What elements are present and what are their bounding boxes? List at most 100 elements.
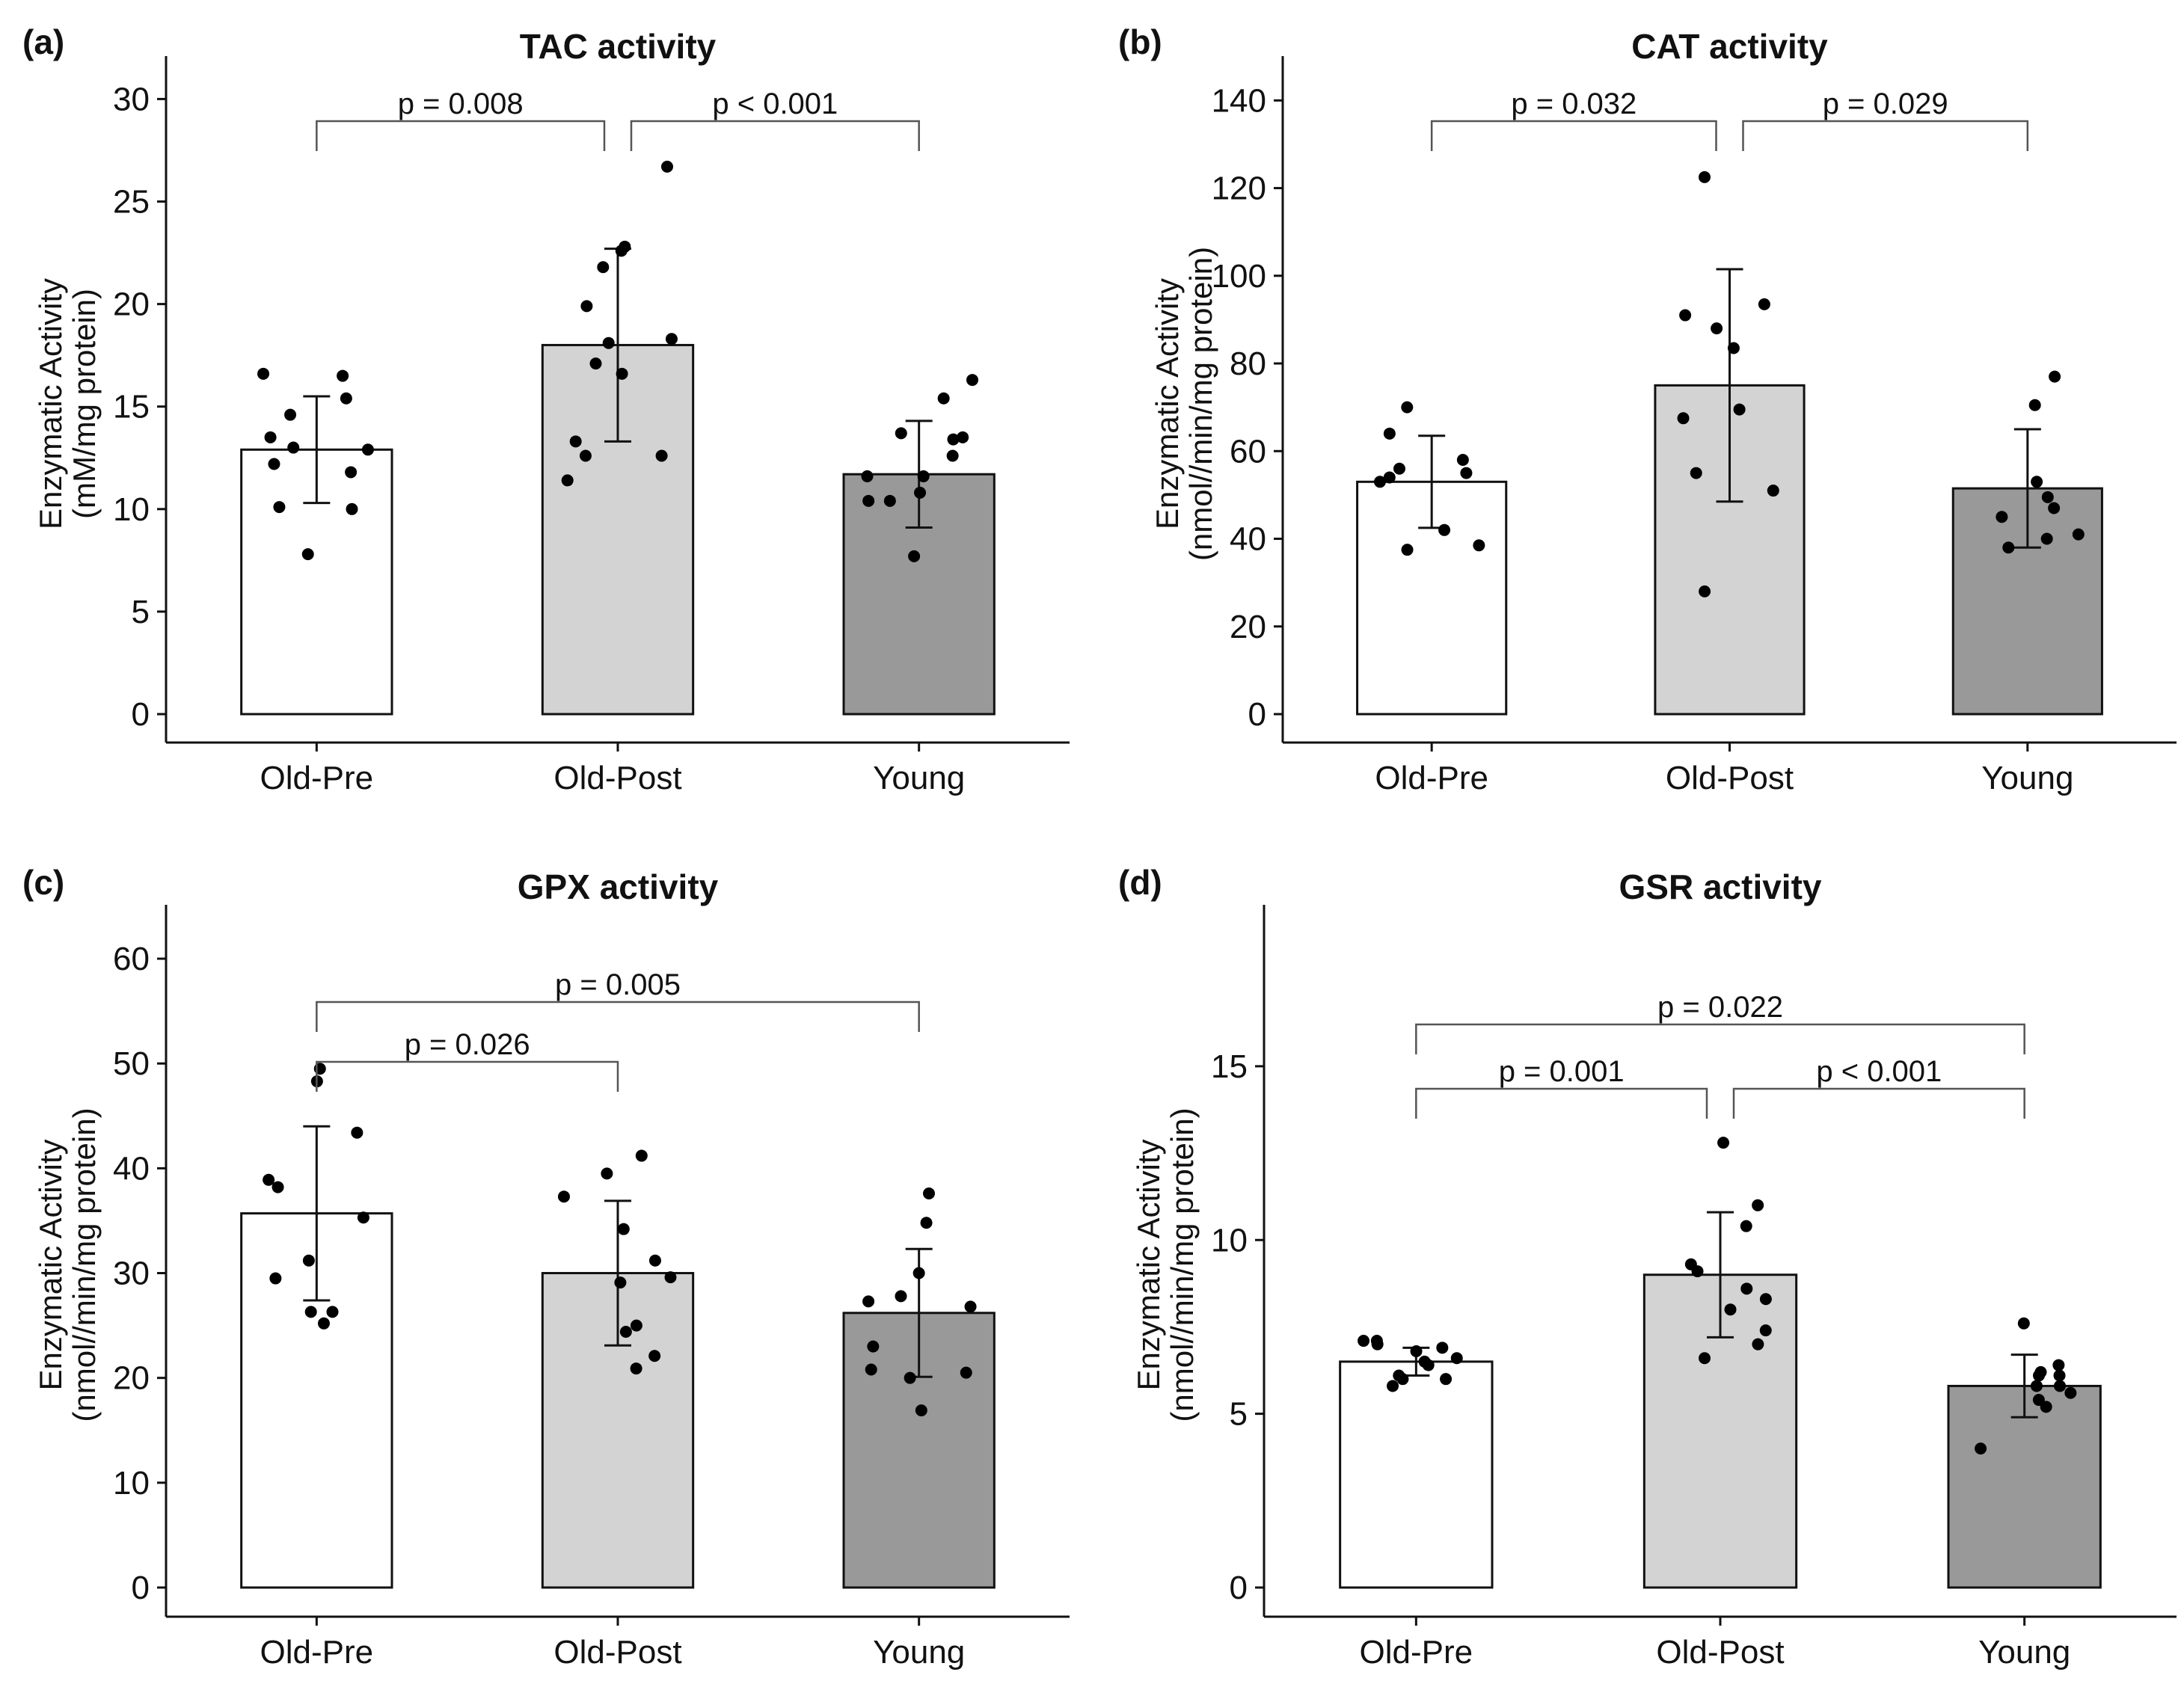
data-point — [2049, 370, 2061, 383]
data-point — [1370, 1335, 1383, 1347]
data-point — [284, 408, 297, 421]
data-point — [908, 550, 921, 562]
data-point — [862, 494, 875, 507]
data-point — [1450, 1352, 1463, 1365]
data-point — [1383, 427, 1396, 440]
data-point — [1436, 1342, 1449, 1354]
significance-bracket — [630, 120, 920, 151]
y-tick-label: 15 — [113, 389, 150, 425]
data-point — [957, 431, 969, 443]
x-tick-label: Old-Pre — [260, 760, 374, 796]
data-point — [2040, 532, 2053, 545]
data-point — [317, 1317, 330, 1330]
data-point — [1440, 1373, 1453, 1386]
data-point — [2072, 528, 2085, 541]
data-point — [257, 367, 270, 380]
y-axis-label: Enzymatic Activity — [33, 1139, 68, 1390]
data-point — [602, 336, 615, 349]
data-point — [1690, 467, 1702, 479]
x-tick-label: Young — [1978, 1634, 2070, 1671]
y-axis-label: Enzymatic Activity — [1131, 1139, 1166, 1390]
data-point — [1740, 1220, 1752, 1232]
y-tick-label: 140 — [1212, 82, 1266, 119]
data-point — [264, 431, 277, 443]
data-point — [2041, 491, 2054, 503]
data-point — [895, 427, 907, 440]
data-point — [1679, 309, 1692, 322]
data-point — [946, 449, 959, 462]
data-point — [1401, 544, 1414, 556]
y-tick-label: 10 — [113, 1465, 150, 1502]
data-point — [922, 1187, 935, 1200]
data-point — [326, 1306, 339, 1318]
x-tick-label: Old-Pre — [1375, 760, 1488, 796]
y-tick-label: 0 — [1248, 696, 1266, 733]
data-point — [862, 1295, 875, 1308]
x-tick-label: Young — [1981, 760, 2073, 796]
data-point — [2054, 1380, 2067, 1392]
data-point — [351, 1126, 364, 1139]
data-point — [960, 1366, 972, 1379]
data-point — [580, 300, 593, 313]
significance-bracket — [316, 1060, 619, 1092]
data-point — [964, 1300, 977, 1313]
data-point — [304, 1306, 317, 1318]
x-tick-label: Young — [873, 760, 965, 796]
chart-title: GSR activity — [1619, 867, 1822, 906]
data-point — [648, 1254, 661, 1267]
y-tick-label: 60 — [113, 941, 150, 977]
significance-bracket — [1742, 120, 2029, 151]
data-point — [268, 458, 280, 470]
x-tick-label: Old-Post — [553, 1634, 681, 1671]
data-point — [895, 1290, 907, 1303]
data-point — [579, 449, 592, 462]
y-axis-label: Enzymatic Activity — [1150, 278, 1185, 529]
y-tick-label: 80 — [1230, 345, 1266, 382]
y-tick-label: 15 — [1211, 1048, 1248, 1085]
y-tick-label: 10 — [113, 491, 150, 528]
y-tick-label: 5 — [132, 594, 150, 630]
data-point — [1677, 412, 1690, 425]
data-point — [1691, 1265, 1704, 1278]
data-point — [1393, 1369, 1405, 1382]
data-point — [937, 392, 950, 405]
panel-d: (d) GSR activity Enzymatic Activity(nmol//… — [1118, 863, 2177, 1671]
data-point — [1473, 539, 1485, 552]
data-point — [660, 160, 673, 173]
data-point — [1733, 403, 1746, 416]
y-tick-label: 5 — [1230, 1396, 1248, 1433]
data-point — [614, 1276, 627, 1289]
data-point — [1752, 1338, 1764, 1350]
y-axis-label-units: (mM/mg protein) — [67, 289, 102, 519]
p-value-label: p = 0.008 — [398, 87, 524, 120]
data-point — [1358, 1335, 1370, 1347]
data-point — [2002, 541, 2015, 554]
data-point — [1699, 585, 1711, 597]
x-tick-label: Old-Pre — [1360, 1634, 1473, 1671]
y-tick-label: 50 — [113, 1045, 150, 1082]
data-point — [1393, 462, 1405, 475]
y-tick-label: 60 — [1230, 433, 1266, 470]
data-point — [648, 1350, 661, 1362]
data-point — [2052, 1359, 2065, 1371]
y-tick-label: 0 — [132, 1570, 150, 1606]
y-tick-label: 120 — [1212, 170, 1266, 207]
data-point — [1759, 1324, 1772, 1337]
data-point — [2048, 502, 2061, 514]
data-point — [346, 503, 358, 515]
data-point — [269, 1272, 282, 1285]
y-tick-label: 30 — [113, 81, 150, 117]
data-point — [665, 333, 678, 345]
bar-old-pre — [1339, 1360, 1494, 1589]
panel-c: (c) GPX activity Enzymatic Activity(nmol//… — [22, 863, 1070, 1671]
data-point — [589, 357, 602, 370]
x-tick-label: Young — [873, 1634, 965, 1671]
p-value-label: p = 0.001 — [1499, 1055, 1625, 1088]
chart-title: CAT activity — [1631, 27, 1828, 66]
data-point — [345, 466, 358, 479]
data-point — [616, 367, 628, 380]
panel-b: (b) CAT activity Enzymatic Activity(nmol//… — [1118, 22, 2177, 796]
p-value-label: p = 0.029 — [1823, 87, 1948, 120]
data-point — [1758, 298, 1770, 310]
